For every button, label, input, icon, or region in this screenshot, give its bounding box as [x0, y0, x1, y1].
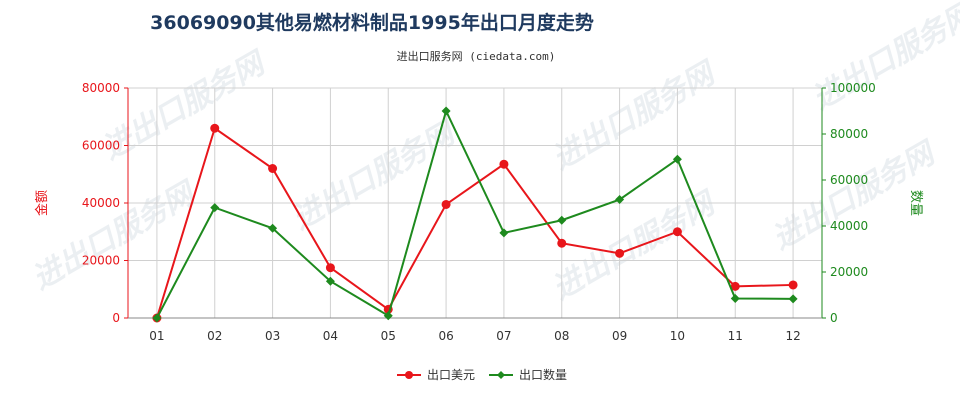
- y-right-axis-label: 数量: [908, 190, 923, 216]
- x-tick-label: 05: [381, 329, 396, 343]
- x-tick-label: 11: [728, 329, 743, 343]
- series-2-point[interactable]: [325, 276, 335, 286]
- x-tick-label: 02: [207, 329, 222, 343]
- tick-labels: 0 20000 40000 60000 80000 0 20000 40000 60000 800…: [82, 81, 876, 343]
- y-left-tick-label: 0: [112, 311, 120, 325]
- grid: [128, 87, 822, 319]
- y-right-tick-label: 60000: [830, 173, 868, 187]
- y-right-tick-label: 20000: [830, 265, 868, 279]
- series-2-point[interactable]: [788, 294, 798, 304]
- series-2-point[interactable]: [383, 311, 393, 321]
- y-right-tick-label: 100000: [830, 81, 876, 95]
- chart-subtitle: 进出口服务网 (ciedata.com): [397, 49, 556, 63]
- x-tick-label: 08: [554, 329, 569, 343]
- legend-marker: [405, 371, 413, 379]
- chart-title: 36069090其他易燃材料制品1995年出口月度走势: [150, 11, 594, 34]
- y-left-tick-label: 60000: [82, 139, 120, 153]
- legend-marker: [497, 371, 505, 379]
- series-2-point[interactable]: [499, 228, 509, 238]
- watermark-text: 进出口服务网: [97, 45, 274, 167]
- x-tick-label: 04: [323, 329, 338, 343]
- series-2-point[interactable]: [441, 106, 451, 116]
- x-tick-label: 09: [612, 329, 627, 343]
- x-tick-label: 10: [670, 329, 685, 343]
- series-line-1: [155, 126, 794, 319]
- legend-label-1[interactable]: 出口美元: [427, 368, 475, 382]
- y-right-tick-label: 80000: [830, 127, 868, 141]
- y-left-tick-label: 80000: [82, 81, 120, 95]
- x-tick-label: 01: [149, 329, 164, 343]
- x-tick-label: 06: [438, 329, 453, 343]
- series-1-point[interactable]: [325, 263, 335, 273]
- y-left-tick-label: 40000: [82, 196, 120, 210]
- series-2-point[interactable]: [152, 313, 162, 323]
- series-layer: [152, 106, 798, 323]
- legend-label-2[interactable]: 出口数量: [519, 367, 567, 382]
- series-1-point[interactable]: [615, 248, 625, 258]
- watermark-text: 进出口服务网: [547, 55, 724, 177]
- series-1-point[interactable]: [441, 199, 451, 209]
- series-2-point[interactable]: [268, 223, 278, 233]
- watermark-text: 进出口服务网: [287, 115, 464, 237]
- series-1-point[interactable]: [730, 281, 740, 291]
- y-right-tick-label: 40000: [830, 219, 868, 233]
- y-right-tick-label: 0: [830, 311, 838, 325]
- series-1-point[interactable]: [268, 164, 278, 173]
- x-tick-label: 03: [265, 329, 280, 343]
- series-2-point[interactable]: [210, 203, 220, 213]
- series-2-point[interactable]: [615, 195, 625, 205]
- series-2-point[interactable]: [557, 215, 567, 225]
- series-2-point[interactable]: [672, 154, 682, 164]
- series-1-point[interactable]: [499, 159, 509, 169]
- series-1-point[interactable]: [210, 123, 220, 133]
- series-1-point[interactable]: [557, 238, 567, 248]
- series-1-point[interactable]: [788, 280, 798, 290]
- series-line-2: [156, 108, 794, 319]
- y-left-tick-label: 20000: [82, 254, 120, 268]
- x-tick-label: 07: [496, 329, 511, 343]
- watermark-text: 进出口服务网: [807, 0, 960, 117]
- legend[interactable]: 出口美元 出口数量: [397, 367, 567, 382]
- y-left-axis-label: 金额: [34, 190, 50, 216]
- series-2-point[interactable]: [730, 293, 740, 303]
- x-tick-label: 12: [785, 329, 800, 343]
- series-1-point[interactable]: [672, 227, 682, 237]
- axes: [124, 87, 826, 319]
